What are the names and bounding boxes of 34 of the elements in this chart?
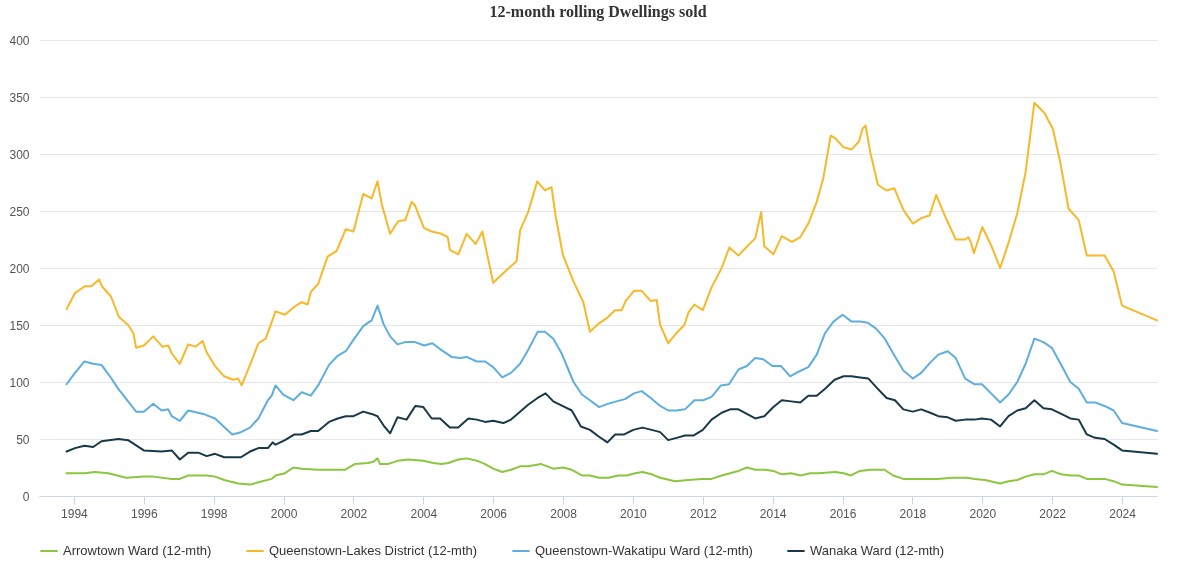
- legend-label: Queenstown-Wakatipu Ward (12-mth): [535, 543, 753, 558]
- x-tick-label: 2004: [410, 506, 438, 521]
- x-tick-label: 2000: [270, 506, 298, 521]
- x-tick-label: 2020: [969, 506, 997, 521]
- x-tick-label: 2008: [550, 506, 578, 521]
- x-tick-label: 2014: [759, 506, 787, 521]
- line-series: [65, 457, 1158, 488]
- x-tick-label: 2006: [480, 506, 508, 521]
- line-series: [65, 304, 1158, 436]
- legend-label: Wanaka Ward (12-mth): [810, 543, 945, 558]
- x-tick-label: 1994: [61, 506, 89, 521]
- line-series: [65, 101, 1158, 387]
- x-tick-label: 2012: [689, 506, 717, 521]
- y-tick-label: 250: [9, 204, 30, 219]
- y-tick-label: 150: [9, 318, 30, 333]
- x-tick-label: 2002: [340, 506, 368, 521]
- x-tick-label: 2010: [620, 506, 648, 521]
- x-tick-label: 2016: [829, 506, 857, 521]
- y-tick-label: 100: [9, 375, 30, 390]
- y-tick-label: 350: [9, 90, 30, 105]
- y-tick-label: 300: [9, 147, 30, 162]
- legend-label: Arrowtown Ward (12-mth): [63, 543, 212, 558]
- x-tick-label: 1998: [200, 506, 228, 521]
- y-tick-label: 0: [22, 489, 30, 504]
- x-tick-label: 2018: [899, 506, 927, 521]
- x-tick-label: 2022: [1039, 506, 1067, 521]
- y-tick-label: 200: [9, 261, 30, 276]
- line-series: [65, 375, 1158, 461]
- y-tick-label: 400: [9, 33, 30, 48]
- x-tick-label: 1996: [130, 506, 158, 521]
- legend-label: Queenstown-Lakes District (12-mth): [269, 543, 478, 558]
- chart-title: 12-month rolling Dwellings sold: [489, 3, 707, 21]
- x-tick-label: 2024: [1109, 506, 1137, 521]
- y-tick-label: 50: [16, 432, 30, 447]
